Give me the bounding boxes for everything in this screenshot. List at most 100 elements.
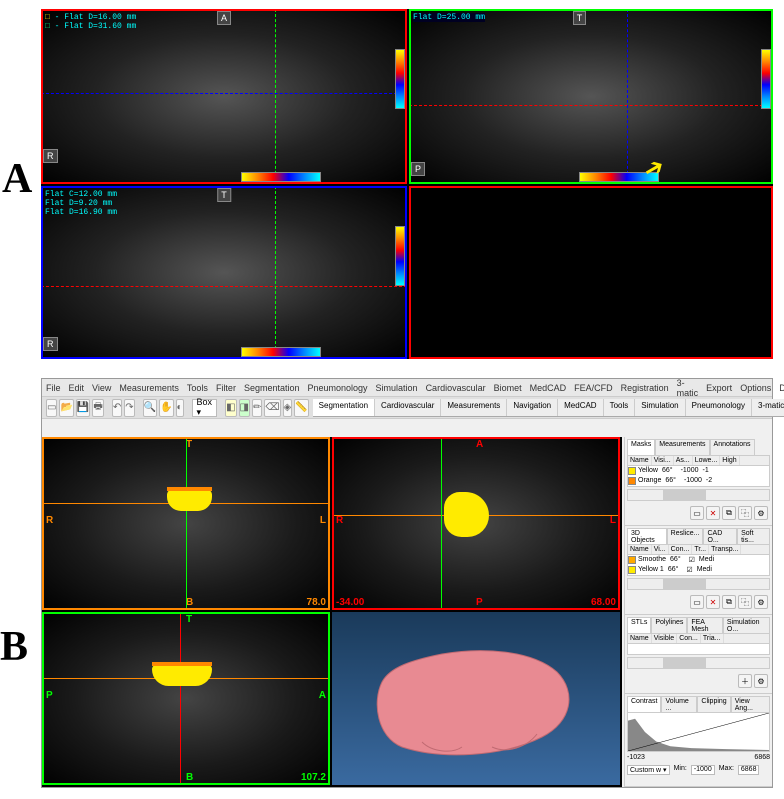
crosshair-v[interactable] xyxy=(275,9,276,184)
tab-cad-o-[interactable]: CAD O... xyxy=(703,528,737,544)
delete-icon[interactable]: ✕ xyxy=(706,506,720,520)
scrollbar-thumb[interactable] xyxy=(663,658,705,668)
col-header[interactable]: Con... xyxy=(677,634,701,643)
tab-simulation-o-[interactable]: Simulation O... xyxy=(723,617,770,633)
tab-cardiovascular[interactable]: Cardiovascular xyxy=(375,399,441,416)
col-header[interactable]: Name xyxy=(628,545,652,554)
new-mask-icon[interactable]: ▭ xyxy=(690,506,704,520)
col-header[interactable]: Transp... xyxy=(709,545,741,554)
min-input[interactable]: -1000 xyxy=(691,765,715,775)
new-obj-icon[interactable]: ▭ xyxy=(690,595,704,609)
scrollbar[interactable] xyxy=(627,578,770,590)
tab-view-ang-[interactable]: View Ang... xyxy=(731,696,770,712)
tool-zoom-icon[interactable]: 🔍 xyxy=(143,399,157,417)
col-header[interactable]: As... xyxy=(674,456,693,465)
view-axial-b[interactable]: A R L P -34.00 68.00 xyxy=(332,437,620,610)
menu-biomet[interactable]: Biomet xyxy=(494,383,522,393)
col-header[interactable]: Visi... xyxy=(652,456,674,465)
menu-export[interactable]: Export xyxy=(706,383,732,393)
menu-options[interactable]: Options xyxy=(740,383,771,393)
menu-cardiovascular[interactable]: Cardiovascular xyxy=(426,383,486,393)
delete-icon[interactable]: ✕ xyxy=(706,595,720,609)
tool-region-icon[interactable]: ◨ xyxy=(239,399,250,417)
tool-contrast-icon[interactable]: ◐ xyxy=(176,399,184,417)
max-input[interactable]: 6868 xyxy=(738,765,760,775)
crosshair-h[interactable] xyxy=(409,105,773,106)
menu-medcad[interactable]: MedCAD xyxy=(530,383,567,393)
mesh-3d[interactable] xyxy=(362,642,582,762)
col-header[interactable]: Tria... xyxy=(701,634,724,643)
tab-volume-[interactable]: Volume ... xyxy=(661,696,697,712)
props-icon[interactable]: ⚙ xyxy=(754,506,768,520)
preset-combo[interactable]: Custom w ▾ xyxy=(627,765,670,775)
tool-new-icon[interactable]: ▭ xyxy=(46,399,57,417)
copy-icon[interactable]: ⧉ xyxy=(722,595,736,609)
view-coronal-b[interactable]: T R L B 78.0 xyxy=(42,437,330,610)
tool-erase-icon[interactable]: ⌫ xyxy=(264,399,280,417)
tab-clipping[interactable]: Clipping xyxy=(697,696,730,712)
tab-masks[interactable]: Masks xyxy=(627,439,655,455)
tool-3d-icon[interactable]: ◈ xyxy=(283,399,293,417)
menu-debug[interactable]: DEBUG xyxy=(779,383,784,393)
tool-redo-icon[interactable]: ↷ xyxy=(124,399,134,417)
tab-segmentation[interactable]: Segmentation xyxy=(313,399,375,416)
menu-3-matic[interactable]: 3-matic xyxy=(677,378,699,398)
crosshair-v[interactable] xyxy=(275,186,276,359)
menu-measurements[interactable]: Measurements xyxy=(119,383,179,393)
histogram[interactable] xyxy=(627,712,770,752)
menu-tools[interactable]: Tools xyxy=(187,383,208,393)
col-header[interactable]: Lowe... xyxy=(693,456,721,465)
col-header[interactable]: Name xyxy=(628,634,652,643)
tool-shape-combo[interactable]: Box ▾ xyxy=(192,399,218,417)
scrollbar-thumb[interactable] xyxy=(663,579,705,589)
tab-stls[interactable]: STLs xyxy=(627,617,651,633)
duplicate-icon[interactable]: ⿻ xyxy=(738,595,752,609)
col-header[interactable]: High xyxy=(720,456,739,465)
menu-view[interactable]: View xyxy=(92,383,111,393)
tab-navigation[interactable]: Navigation xyxy=(507,399,558,416)
tool-mask-icon[interactable]: ◧ xyxy=(225,399,236,417)
tab-pneumonology[interactable]: Pneumonology xyxy=(686,399,752,416)
add-icon[interactable]: ＋ xyxy=(738,674,752,688)
props-icon[interactable]: ⚙ xyxy=(754,674,768,688)
scrollbar-thumb[interactable] xyxy=(663,490,705,500)
tab-3-matic[interactable]: 3-matic xyxy=(752,399,784,416)
tool-paint-icon[interactable]: ✏ xyxy=(252,399,262,417)
menu-registration[interactable]: Registration xyxy=(621,383,669,393)
copy-icon[interactable]: ⧉ xyxy=(722,506,736,520)
crosshair-v[interactable] xyxy=(627,9,628,184)
crosshair-h[interactable] xyxy=(41,93,407,94)
view-3d[interactable] xyxy=(332,612,620,785)
table-row[interactable]: Yellow66°-1000-1 xyxy=(628,466,769,476)
view-coronal[interactable]: □ - Flat D=16.00 mm □ - Flat D=31.60 mm … xyxy=(41,9,407,184)
tool-undo-icon[interactable]: ↶ xyxy=(112,399,122,417)
menu-simulation[interactable]: Simulation xyxy=(376,383,418,393)
tab-soft-tis-[interactable]: Soft tis... xyxy=(737,528,770,544)
view-sagittal-b[interactable]: T P A B 107.2 xyxy=(42,612,330,785)
menu-file[interactable]: File xyxy=(46,383,61,393)
scrollbar[interactable] xyxy=(627,489,770,501)
duplicate-icon[interactable]: ⿻ xyxy=(738,506,752,520)
menu-fea/cfd[interactable]: FEA/CFD xyxy=(574,383,613,393)
crosshair-v[interactable] xyxy=(441,437,442,610)
tab-tools[interactable]: Tools xyxy=(604,399,636,416)
menu-pneumonology[interactable]: Pneumonology xyxy=(307,383,367,393)
tab-contrast[interactable]: Contrast xyxy=(627,696,661,712)
menu-edit[interactable]: Edit xyxy=(69,383,85,393)
col-header[interactable]: Con... xyxy=(669,545,693,554)
tab-simulation[interactable]: Simulation xyxy=(635,399,685,416)
tool-pan-icon[interactable]: ✋ xyxy=(159,399,173,417)
col-header[interactable]: Tr... xyxy=(692,545,709,554)
tab-measurements[interactable]: Measurements xyxy=(655,439,709,455)
scrollbar[interactable] xyxy=(627,657,770,669)
menu-filter[interactable]: Filter xyxy=(216,383,236,393)
tab-fea-mesh[interactable]: FEA Mesh xyxy=(687,617,723,633)
tool-measure-icon[interactable]: 📏 xyxy=(294,399,308,417)
col-header[interactable]: Visible xyxy=(652,634,678,643)
tab-polylines[interactable]: Polylines xyxy=(651,617,687,633)
tab-3d-objects[interactable]: 3D Objects xyxy=(627,528,667,544)
tool-save-icon[interactable]: 💾 xyxy=(76,399,90,417)
tab-measurements[interactable]: Measurements xyxy=(441,399,507,416)
menu-segmentation[interactable]: Segmentation xyxy=(244,383,300,393)
tab-reslice-[interactable]: Reslice... xyxy=(667,528,704,544)
